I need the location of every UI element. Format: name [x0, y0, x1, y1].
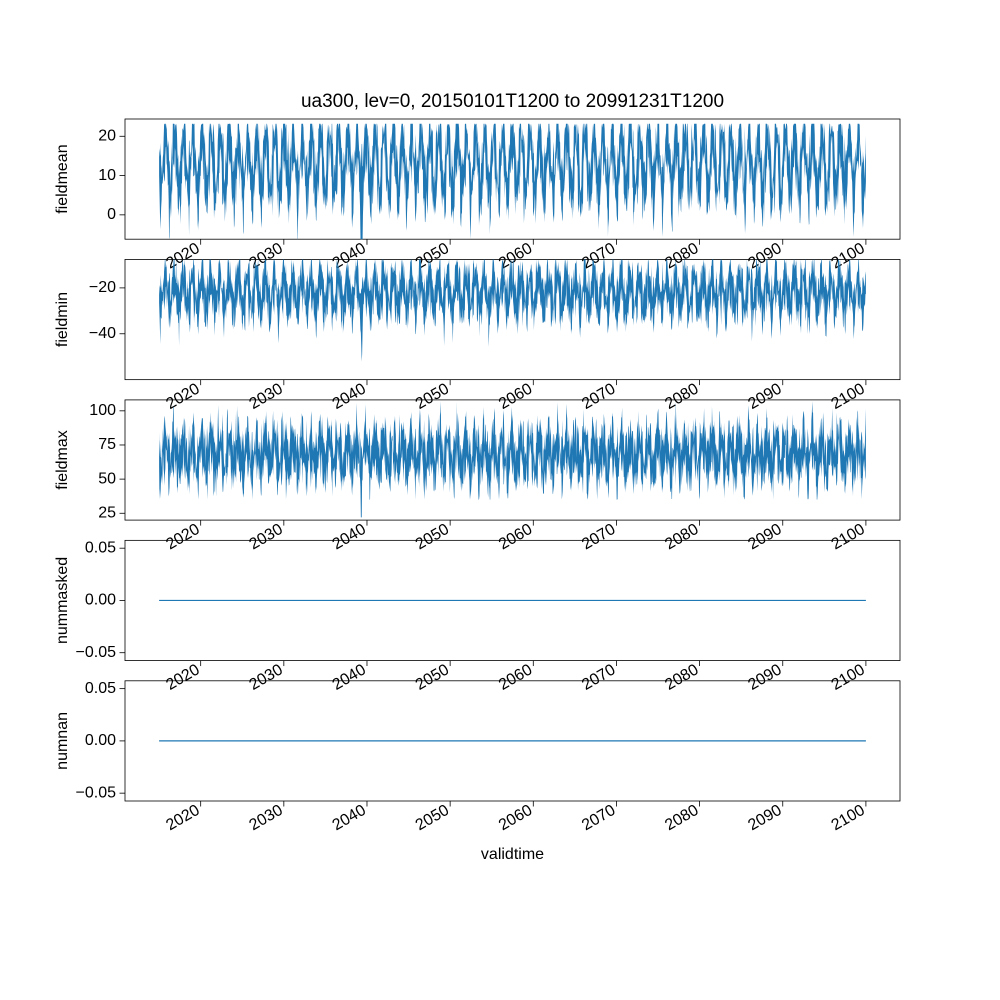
svg-text:20: 20: [98, 127, 116, 144]
svg-text:0.00: 0.00: [85, 592, 116, 609]
svg-text:0.05: 0.05: [85, 680, 116, 697]
svg-text:75: 75: [98, 436, 116, 453]
svg-text:0.05: 0.05: [85, 539, 116, 556]
svg-text:0: 0: [107, 206, 116, 223]
svg-text:nummasked: nummasked: [54, 557, 71, 644]
svg-text:fieldmean: fieldmean: [54, 144, 71, 213]
svg-text:50: 50: [98, 470, 116, 487]
svg-text:0.00: 0.00: [85, 732, 116, 749]
svg-text:ua300, lev=0, 20150101T1200 to: ua300, lev=0, 20150101T1200 to 20991231T…: [301, 91, 724, 112]
svg-text:numnan: numnan: [54, 712, 71, 770]
svg-text:−40: −40: [89, 325, 116, 342]
svg-text:25: 25: [98, 504, 116, 521]
svg-text:fieldmax: fieldmax: [54, 430, 71, 490]
svg-text:100: 100: [89, 402, 116, 419]
svg-text:fieldmin: fieldmin: [54, 292, 71, 347]
svg-text:−0.05: −0.05: [76, 784, 117, 801]
svg-text:10: 10: [98, 167, 116, 184]
svg-text:validtime: validtime: [481, 846, 544, 863]
svg-text:−20: −20: [89, 279, 116, 296]
svg-text:−0.05: −0.05: [76, 644, 117, 661]
